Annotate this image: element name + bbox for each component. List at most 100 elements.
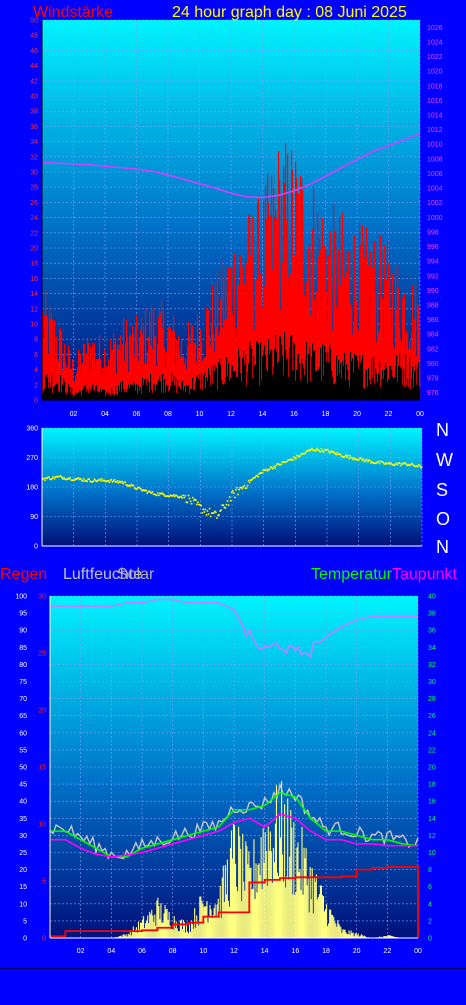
wind-direction-point: [227, 500, 229, 502]
wind-direction-point: [156, 495, 158, 497]
solar-bar: [239, 836, 240, 938]
pressure-y-tick: 1010: [427, 142, 443, 149]
climate-x-tick: 00: [414, 948, 422, 955]
solar-bar: [247, 864, 248, 938]
solar-bar: [234, 825, 235, 938]
wind-direction-point: [180, 496, 182, 498]
solar-bar: [250, 868, 251, 938]
pressure-y-tick: 1008: [427, 156, 443, 163]
solar-bar: [328, 924, 329, 938]
solar-bar: [151, 910, 152, 938]
wind-direction-point: [244, 485, 246, 487]
humidity-y-tick: 75: [19, 679, 27, 686]
climate-x-tick: 20: [353, 948, 361, 955]
solar-bar: [162, 922, 163, 938]
solar-bar: [164, 905, 165, 938]
wind-direction-point: [345, 454, 347, 456]
wind-direction-point: [274, 467, 276, 469]
solar-bar: [171, 929, 172, 938]
climate-x-tick: 12: [230, 948, 238, 955]
wind-direction-point: [305, 452, 307, 454]
solar-bar: [272, 883, 273, 938]
solar-bar: [208, 916, 209, 938]
wind-direction-point: [83, 478, 85, 480]
solar-bar: [324, 911, 325, 938]
wind-direction-point: [269, 468, 271, 470]
wind-direction-point: [82, 480, 84, 482]
wind-direction-point: [353, 457, 355, 459]
wind-y-tick: 38: [30, 109, 38, 116]
solar-bar: [297, 842, 298, 938]
wind-y-tick: 4: [34, 367, 38, 374]
wind-direction-point: [158, 495, 160, 497]
wind-y-tick: 44: [30, 63, 38, 70]
solar-bar: [219, 918, 220, 938]
solar-bar: [261, 837, 262, 938]
wind-direction-point: [109, 481, 111, 483]
solar-bar: [312, 868, 313, 938]
solar-bar: [352, 933, 353, 938]
wind-direction-point: [192, 497, 194, 499]
wind-x-tick: 04: [101, 411, 109, 418]
wind-direction-point: [181, 497, 183, 499]
wind-direction-point: [99, 479, 101, 481]
wind-direction-point: [121, 481, 123, 483]
wind-direction-point: [262, 472, 264, 474]
wind-direction-point: [152, 491, 154, 493]
wind-x-tick: 14: [259, 411, 267, 418]
solar-bar: [266, 851, 267, 938]
solar-bar: [282, 855, 283, 938]
wind-direction-point: [320, 451, 322, 453]
wind-direction-point: [215, 512, 217, 514]
pressure-y-tick: 990: [427, 288, 439, 295]
pressure-y-tick: 982: [427, 346, 439, 353]
wind-y-tick: 26: [30, 200, 38, 207]
solar-bar: [293, 822, 294, 938]
solar-bar: [150, 914, 151, 938]
wind-direction-point: [229, 496, 231, 498]
solar-bar: [178, 931, 179, 938]
solar-bar: [196, 916, 197, 938]
solar-bar: [187, 932, 188, 938]
temperature-y-tick: 36: [428, 628, 436, 635]
humidity-y-tick: 30: [19, 833, 27, 840]
solar-bar: [215, 904, 216, 938]
wind-y-tick: 6: [34, 352, 38, 359]
solar-bar: [156, 901, 157, 938]
solar-bar: [341, 933, 342, 938]
solar-bar: [142, 919, 143, 938]
legend-dewpoint: Taupunkt: [392, 566, 457, 583]
solar-bar: [320, 885, 321, 938]
pressure-y-tick: 976: [427, 390, 439, 397]
pressure-y-tick: 986: [427, 317, 439, 324]
solar-bar: [295, 892, 296, 938]
solar-bar: [155, 926, 156, 938]
solar-bar: [285, 887, 286, 938]
wind-direction-point: [100, 480, 102, 482]
solar-bar: [287, 798, 288, 938]
solar-bar: [279, 816, 280, 938]
wind-direction-point: [379, 463, 381, 465]
wind-direction-point: [63, 477, 65, 479]
solar-bar: [355, 933, 356, 938]
wind-average-bar: [419, 387, 420, 400]
solar-bar: [281, 781, 282, 938]
wind-direction-point: [363, 459, 365, 461]
solar-bar: [212, 918, 213, 938]
wind-direction-point: [228, 504, 230, 506]
solar-bar: [213, 915, 214, 938]
pressure-y-tick: 998: [427, 229, 439, 236]
temperature-y-tick: 22: [428, 747, 436, 754]
solar-bar: [333, 917, 334, 938]
solar-bar: [173, 930, 174, 938]
wind-direction-point: [53, 476, 55, 478]
climate-x-tick: 02: [77, 948, 85, 955]
wind-direction-point: [117, 480, 119, 482]
wind-direction-point: [273, 466, 275, 468]
temperature-y-tick: 32: [428, 662, 436, 669]
wind-direction-point: [281, 463, 283, 465]
solar-bar: [193, 929, 194, 938]
solar-bar: [317, 899, 318, 938]
solar-bar: [137, 933, 138, 938]
solar-bar: [231, 831, 232, 938]
